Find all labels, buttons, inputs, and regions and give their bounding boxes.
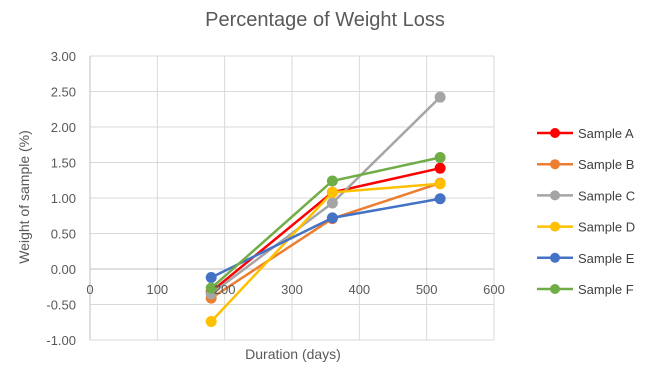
legend-label: Sample F [578,282,634,297]
legend-swatch-marker [550,159,560,170]
data-point-sample-c [326,197,338,209]
y-tick-label: -0.50 [46,298,76,313]
series-sample-c [205,91,446,300]
data-point-sample-d [326,186,338,198]
legend-swatch-marker [550,128,560,138]
data-point-sample-e [434,193,446,205]
x-tick-labels: 0 100 200 300 400 500 600 [86,282,504,297]
data-point-sample-d [434,178,446,190]
legend-item-sample-b: Sample B [537,157,634,172]
x-tick-label: 100 [146,282,168,297]
data-point-sample-d [205,316,217,328]
y-axis-title: Weight of sample (%) [16,130,32,264]
chart-series [205,91,446,328]
legend-item-sample-f: Sample F [537,282,634,297]
series-line-sample-e [210,197,441,279]
series-sample-f [205,152,446,294]
x-axis-title: Duration (days) [245,346,341,362]
y-tick-label: 1.00 [51,191,76,206]
x-tick-label: 300 [281,282,303,297]
data-point-sample-c [434,91,446,103]
y-tick-label: 3.00 [51,49,76,64]
legend-label: Sample E [578,251,635,266]
data-point-sample-f [434,152,446,164]
legend-label: Sample D [578,220,635,235]
chart-axes [89,56,494,340]
y-tick-labels: 3.00 2.50 2.00 1.50 1.00 0.50 0.00 -0.50 -1.00 [46,49,76,348]
legend-label: Sample C [578,188,635,203]
legend-swatch-marker [550,252,560,263]
legend-item-sample-a: Sample A [537,126,634,141]
legend-item-sample-c: Sample C [537,188,635,203]
x-tick-label: 400 [348,282,370,297]
data-point-sample-e [205,272,217,284]
legend-label: Sample B [578,157,634,172]
legend-label: Sample A [578,126,634,141]
x-tick-label: 0 [86,282,93,297]
data-point-sample-a [434,162,446,174]
data-point-sample-e [326,212,338,224]
y-tick-label: -1.00 [46,333,76,348]
x-tick-label: 200 [214,282,236,297]
legend-item-sample-d: Sample D [537,220,635,235]
y-tick-label: 1.50 [51,156,76,171]
chart-gridlines [89,55,495,341]
data-point-sample-f [205,282,217,294]
chart-title: Percentage of Weight Loss [205,9,445,31]
y-tick-label: 2.50 [51,85,76,100]
data-point-sample-f [326,175,338,187]
x-tick-label: 500 [416,282,438,297]
series-sample-e [205,193,446,284]
y-tick-label: 0.50 [51,227,76,242]
x-tick-label: 600 [483,282,505,297]
legend-swatch-marker [550,190,560,201]
legend-swatch-marker [550,284,560,294]
y-tick-label: 0.00 [51,262,76,277]
legend-swatch-marker [550,221,560,232]
y-tick-label: 2.00 [51,120,76,135]
chart-legend: Sample A Sample B Sample C Sample D Sample E… [537,126,635,297]
series-sample-d [205,178,446,328]
legend-item-sample-e: Sample E [537,251,635,266]
